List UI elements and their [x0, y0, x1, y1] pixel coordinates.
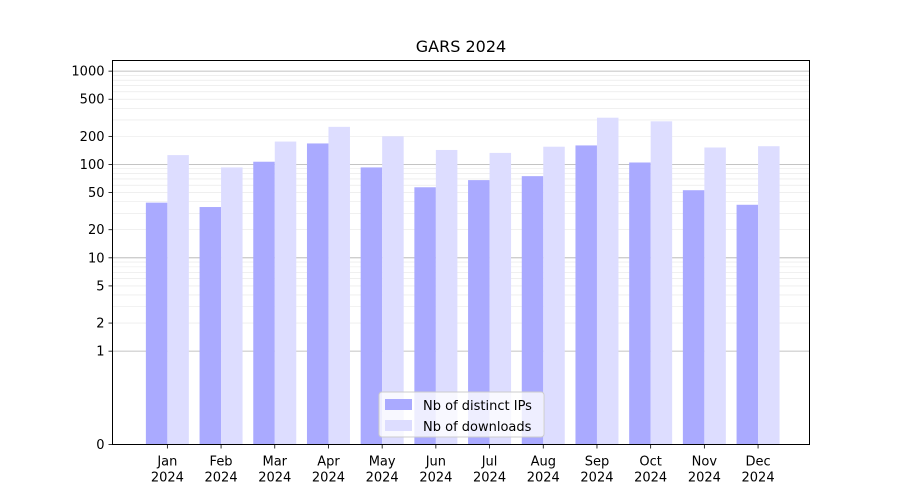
x-tick-label-month: Dec: [745, 455, 770, 470]
x-tick-label-month: Jun: [425, 455, 446, 470]
x-tick-label-month: Jan: [156, 455, 177, 470]
x-tick-label-month: Aug: [531, 455, 556, 470]
y-tick-label: 20: [88, 223, 105, 238]
x-tick-label-year: 2024: [580, 471, 613, 486]
x-tick-label-year: 2024: [742, 471, 775, 486]
y-tick-label: 500: [80, 93, 105, 108]
y-tick-label: 10: [88, 251, 105, 266]
x-tick-label-year: 2024: [634, 471, 667, 486]
x-tick-label-month: Apr: [317, 455, 340, 470]
x-tick-label-year: 2024: [151, 471, 184, 486]
bar-ips: [521, 176, 544, 445]
x-axis: Jan2024Feb2024Mar2024Apr2024May2024Jun20…: [151, 444, 775, 486]
bar-downloads: [221, 167, 243, 445]
bar-downloads: [704, 147, 726, 445]
bar-downloads: [758, 146, 780, 445]
x-tick-label-year: 2024: [366, 471, 399, 486]
x-tick-label-month: May: [369, 455, 396, 470]
chart-title: GARS 2024: [416, 37, 506, 56]
legend-swatch: [385, 399, 412, 410]
x-tick-label-year: 2024: [258, 471, 291, 486]
x-tick-label-month: Nov: [692, 455, 718, 470]
y-tick-label: 1: [96, 345, 104, 360]
y-tick-label: 200: [80, 130, 105, 145]
x-tick-label-year: 2024: [473, 471, 506, 486]
x-tick-label-year: 2024: [205, 471, 238, 486]
bar-downloads: [435, 149, 458, 445]
bar-ips: [682, 190, 705, 445]
bar-ips: [253, 161, 275, 445]
bar-ips: [414, 187, 436, 445]
plot-frame: [112, 60, 810, 445]
bar-downloads: [543, 146, 565, 445]
bar-downloads: [274, 141, 297, 445]
legend: Nb of distinct IPs Nb of downloads: [378, 391, 545, 438]
bar-downloads: [650, 121, 673, 445]
bar-ips: [199, 207, 222, 445]
y-tick-label: 50: [88, 186, 105, 201]
x-tick-label-year: 2024: [527, 471, 560, 486]
x-tick-label-month: Sep: [585, 455, 610, 470]
y-tick-label: 100: [80, 158, 105, 173]
legend-label: Nb of distinct IPs: [423, 399, 532, 414]
legend-box: [378, 391, 545, 438]
y-tick-label: 0: [96, 438, 104, 453]
bar-downloads: [489, 152, 512, 445]
y-tick-label: 2: [96, 317, 104, 332]
bar-ips: [575, 145, 597, 445]
bar-ips: [629, 162, 651, 445]
bar-downloads: [596, 117, 619, 445]
y-tick-label: 5: [96, 279, 104, 294]
x-tick-label-month: Mar: [262, 455, 287, 470]
legend-label: Nb of downloads: [423, 420, 532, 435]
x-tick-label-month: Oct: [639, 455, 661, 470]
bar-ips: [306, 143, 329, 445]
x-tick-label-month: Feb: [210, 455, 233, 470]
bars: [145, 117, 780, 445]
bar-ips: [468, 180, 490, 445]
x-tick-label-year: 2024: [419, 471, 452, 486]
bar-downloads: [328, 126, 350, 445]
y-axis: 0 1 2 5 10 20 50 100 200 500 1000: [71, 65, 113, 453]
x-tick-label-year: 2024: [312, 471, 345, 486]
bar-downloads: [167, 155, 189, 445]
bar-ips: [145, 202, 168, 445]
x-tick-label-month: Jul: [481, 455, 498, 470]
bar-downloads: [382, 136, 404, 445]
legend-swatch: [385, 420, 412, 431]
bar-ips: [360, 167, 383, 445]
bar-ips: [736, 204, 759, 445]
x-tick-label-year: 2024: [688, 471, 721, 486]
y-tick-label: 1000: [71, 65, 104, 80]
